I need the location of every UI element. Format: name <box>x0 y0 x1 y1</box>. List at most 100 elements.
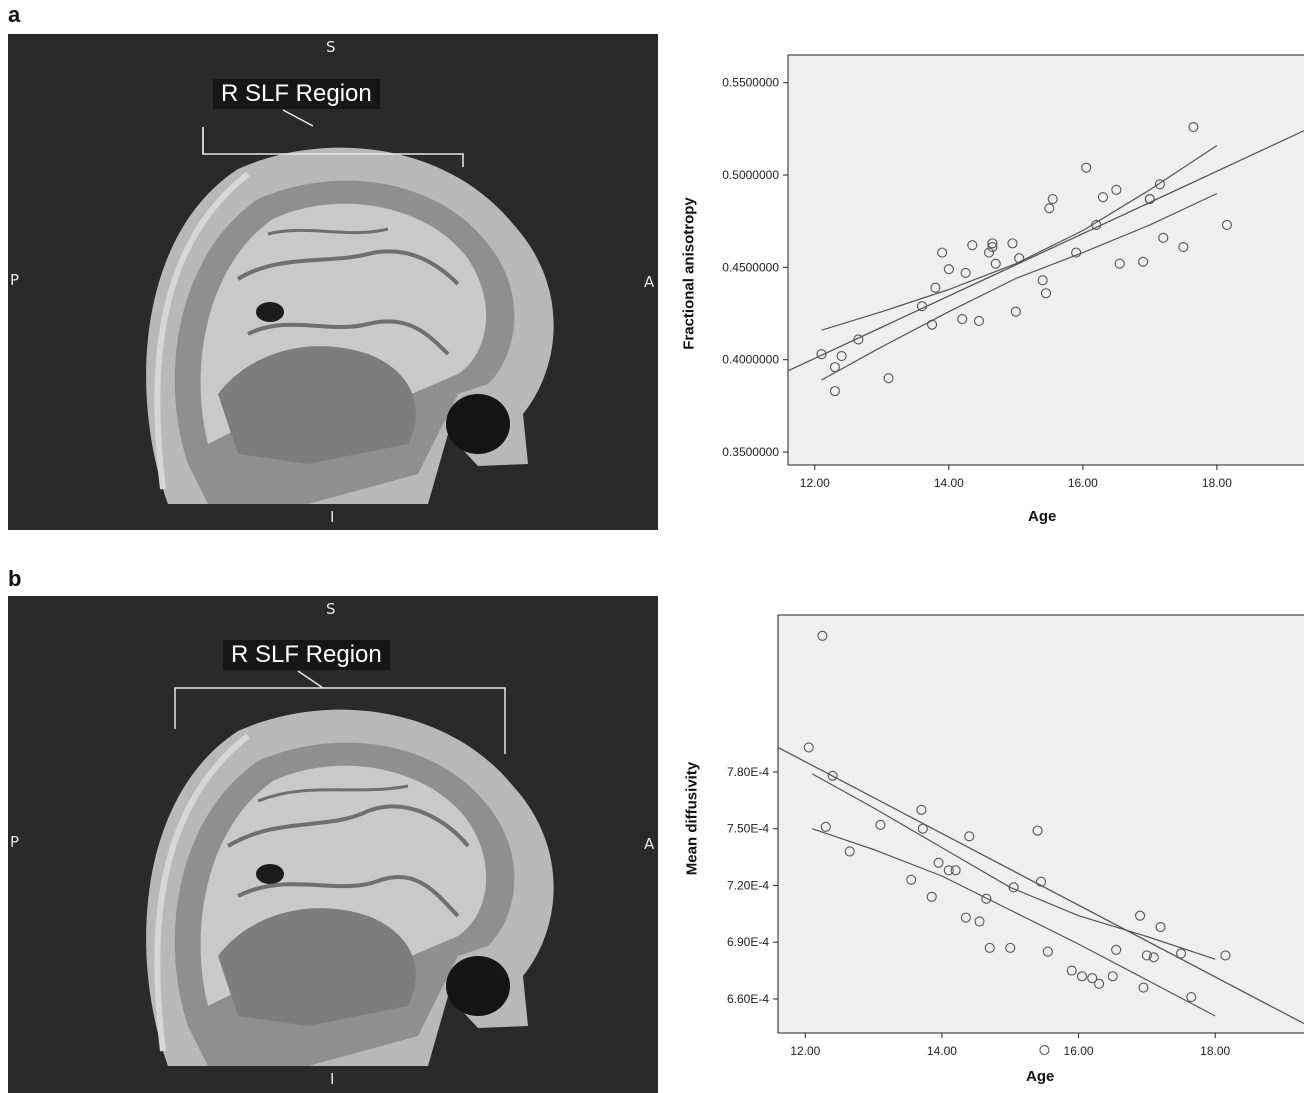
md-scatter-chart: 6.60E-4 6.90E-4 7.20E-4 7.50E-4 7.80E-4 12.00… <box>670 600 1304 1093</box>
data-point <box>937 247 948 258</box>
data-point <box>1081 162 1092 173</box>
data-point <box>933 857 944 868</box>
direction-superior: S <box>326 600 336 618</box>
data-point <box>1135 910 1146 921</box>
x-tick-label: 16.00 <box>1068 476 1098 490</box>
data-point <box>1188 121 1199 133</box>
direction-inferior: I <box>330 1070 335 1088</box>
data-point <box>916 301 928 312</box>
data-point <box>1220 950 1231 961</box>
data-point <box>1144 194 1155 205</box>
data-point <box>983 247 995 258</box>
data-point <box>853 334 864 345</box>
data-point <box>1071 247 1082 258</box>
x-tick-label: 12.00 <box>790 1044 820 1058</box>
data-point <box>967 240 978 251</box>
data-point <box>943 264 954 275</box>
confidence-band-upper <box>811 773 1216 960</box>
x-tick-label: 18.00 <box>1200 1044 1230 1058</box>
fa-scatter-svg: 0.3500000 0.4000000 0.4500000 0.5000000 0.55… <box>722 54 1304 490</box>
plot-content <box>777 630 1304 1056</box>
region-label: R SLF Region <box>223 640 390 670</box>
data-point <box>1005 942 1016 953</box>
y-tick-label: 0.3500000 <box>722 445 779 459</box>
direction-anterior: A <box>644 273 655 291</box>
brain-image-b: R SLF Region S I P A <box>8 596 658 1093</box>
y-tick-label: 0.4500000 <box>722 260 779 274</box>
data-point <box>930 282 941 293</box>
y-tick-label: 0.5000000 <box>722 168 779 182</box>
data-point <box>1114 258 1125 269</box>
data-point <box>829 386 840 397</box>
data-point <box>1107 971 1118 982</box>
y-tick-label: 7.20E-4 <box>727 878 769 892</box>
data-point <box>1111 944 1122 955</box>
plot-area <box>778 615 1304 1033</box>
data-point <box>1042 946 1053 957</box>
regression-line <box>787 130 1304 372</box>
data-point <box>973 315 985 326</box>
data-point <box>987 242 998 253</box>
data-point <box>1158 232 1169 243</box>
x-axis-label: Age <box>1028 508 1057 525</box>
data-point <box>974 916 985 927</box>
data-point <box>1047 194 1058 205</box>
data-point <box>1175 948 1187 959</box>
data-point <box>820 821 831 832</box>
data-point <box>1178 242 1189 253</box>
x-tick-label: 14.00 <box>927 1044 957 1058</box>
data-point <box>926 891 937 902</box>
data-point <box>917 823 928 834</box>
x-tick-label: 18.00 <box>1202 476 1232 490</box>
data-point <box>1035 876 1047 887</box>
data-point <box>981 893 992 904</box>
confidence-band-upper <box>821 144 1218 331</box>
data-point <box>984 942 995 953</box>
data-point <box>1039 1044 1050 1056</box>
brain-image-a: R SLF Region S I P A <box>8 34 658 530</box>
data-point <box>1014 253 1025 264</box>
data-point <box>1007 238 1018 249</box>
data-point <box>964 831 975 842</box>
direction-posterior: P <box>10 271 20 289</box>
data-point <box>943 865 954 876</box>
panel-letter-b: b <box>8 566 22 591</box>
data-point <box>1040 288 1052 299</box>
data-point <box>1094 978 1105 989</box>
data-point <box>1087 973 1098 984</box>
md-scatter-svg: 6.60E-4 6.90E-4 7.20E-4 7.50E-4 7.80E-4 12.00… <box>727 614 1304 1058</box>
data-point <box>836 350 847 362</box>
data-point <box>1186 992 1197 1003</box>
y-axis-label: Fractional anisotropy <box>680 197 698 350</box>
y-axis-label: Mean diffusivity <box>683 761 701 876</box>
data-point <box>1037 275 1048 286</box>
y-tick-label: 6.60E-4 <box>727 992 769 1006</box>
confidence-band-lower <box>821 192 1218 381</box>
brain-sagittal-illustration <box>146 670 554 1066</box>
x-tick-label: 14.00 <box>934 476 964 490</box>
data-point <box>990 258 1001 269</box>
direction-posterior: P <box>10 833 20 851</box>
data-point <box>950 865 961 876</box>
regression-line <box>777 746 1304 1025</box>
x-axis-label: Age <box>1026 1068 1055 1085</box>
data-point <box>927 319 938 330</box>
data-point <box>1032 825 1043 836</box>
data-point <box>916 804 927 815</box>
y-tick-label: 6.90E-4 <box>727 935 769 949</box>
data-point <box>1111 184 1122 195</box>
data-point <box>827 770 838 781</box>
data-point <box>816 349 827 360</box>
confidence-band-lower <box>812 828 1216 1017</box>
data-point <box>906 874 917 885</box>
data-point <box>875 819 886 830</box>
direction-superior: S <box>326 38 336 56</box>
x-tick-label: 16.00 <box>1064 1044 1094 1058</box>
data-point <box>960 912 971 923</box>
fa-scatter-chart: 0.3500000 0.4000000 0.4500000 0.5000000 0.55… <box>670 40 1304 540</box>
data-point <box>1091 219 1102 230</box>
x-tick-label: 12.00 <box>800 476 830 490</box>
data-point <box>1010 306 1021 317</box>
data-point <box>1154 179 1165 190</box>
data-point <box>1221 219 1232 230</box>
